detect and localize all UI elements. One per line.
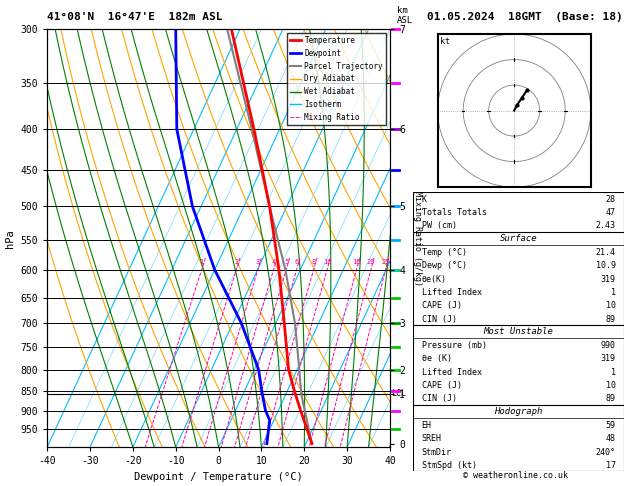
Text: © weatheronline.co.uk: © weatheronline.co.uk — [464, 471, 568, 480]
Text: kt: kt — [440, 37, 450, 46]
Text: 2.43: 2.43 — [596, 222, 616, 230]
Text: CIN (J): CIN (J) — [421, 314, 457, 324]
Text: km
ASL: km ASL — [397, 5, 413, 25]
Text: 319: 319 — [601, 354, 616, 364]
Text: StmDir: StmDir — [421, 448, 452, 457]
Text: 25: 25 — [381, 259, 390, 264]
Text: StmSpd (kt): StmSpd (kt) — [421, 461, 477, 470]
Text: 20: 20 — [367, 259, 375, 264]
Text: 47: 47 — [606, 208, 616, 217]
Text: 3: 3 — [255, 259, 260, 264]
Text: 59: 59 — [606, 421, 616, 430]
Text: 10: 10 — [606, 381, 616, 390]
Text: LCL: LCL — [391, 389, 406, 398]
Text: 01.05.2024  18GMT  (Base: 18): 01.05.2024 18GMT (Base: 18) — [427, 12, 623, 22]
Text: 319: 319 — [601, 275, 616, 284]
Text: 89: 89 — [606, 314, 616, 324]
Text: 2: 2 — [234, 259, 238, 264]
Text: 4: 4 — [272, 259, 276, 264]
Text: 41°08'N  16°47'E  182m ASL: 41°08'N 16°47'E 182m ASL — [47, 12, 223, 22]
X-axis label: Dewpoint / Temperature (°C): Dewpoint / Temperature (°C) — [134, 472, 303, 482]
Text: 6: 6 — [294, 259, 299, 264]
Text: 10.9: 10.9 — [596, 261, 616, 270]
Text: Lifted Index: Lifted Index — [421, 288, 482, 297]
Text: CAPE (J): CAPE (J) — [421, 301, 462, 310]
Text: 1: 1 — [199, 259, 204, 264]
Text: θe(K): θe(K) — [421, 275, 447, 284]
Text: Most Unstable: Most Unstable — [484, 327, 554, 336]
Legend: Temperature, Dewpoint, Parcel Trajectory, Dry Adiabat, Wet Adiabat, Isotherm, Mi: Temperature, Dewpoint, Parcel Trajectory… — [287, 33, 386, 125]
Text: PW (cm): PW (cm) — [421, 222, 457, 230]
Text: Totals Totals: Totals Totals — [421, 208, 487, 217]
Text: 5: 5 — [284, 259, 288, 264]
Text: Pressure (mb): Pressure (mb) — [421, 341, 487, 350]
Text: Lifted Index: Lifted Index — [421, 368, 482, 377]
Text: K: K — [421, 195, 426, 204]
Text: Temp (°C): Temp (°C) — [421, 248, 467, 257]
Text: Hodograph: Hodograph — [494, 407, 543, 416]
Text: 21.4: 21.4 — [596, 248, 616, 257]
Text: 89: 89 — [606, 395, 616, 403]
Y-axis label: hPa: hPa — [5, 229, 15, 247]
Y-axis label: Mixing Ratio (g/kg): Mixing Ratio (g/kg) — [413, 191, 421, 286]
Text: 8: 8 — [311, 259, 316, 264]
Text: SREH: SREH — [421, 434, 442, 443]
Text: 10: 10 — [606, 301, 616, 310]
Text: Surface: Surface — [500, 234, 537, 243]
Text: 240°: 240° — [596, 448, 616, 457]
Text: CAPE (J): CAPE (J) — [421, 381, 462, 390]
Text: 1: 1 — [611, 368, 616, 377]
Text: 48: 48 — [606, 434, 616, 443]
Text: 990: 990 — [601, 341, 616, 350]
Text: 1: 1 — [611, 288, 616, 297]
Text: 10: 10 — [323, 259, 331, 264]
Text: EH: EH — [421, 421, 431, 430]
Text: Dewp (°C): Dewp (°C) — [421, 261, 467, 270]
Text: CIN (J): CIN (J) — [421, 395, 457, 403]
Text: 17: 17 — [606, 461, 616, 470]
Text: 16: 16 — [352, 259, 360, 264]
Text: θe (K): θe (K) — [421, 354, 452, 364]
Text: 28: 28 — [606, 195, 616, 204]
